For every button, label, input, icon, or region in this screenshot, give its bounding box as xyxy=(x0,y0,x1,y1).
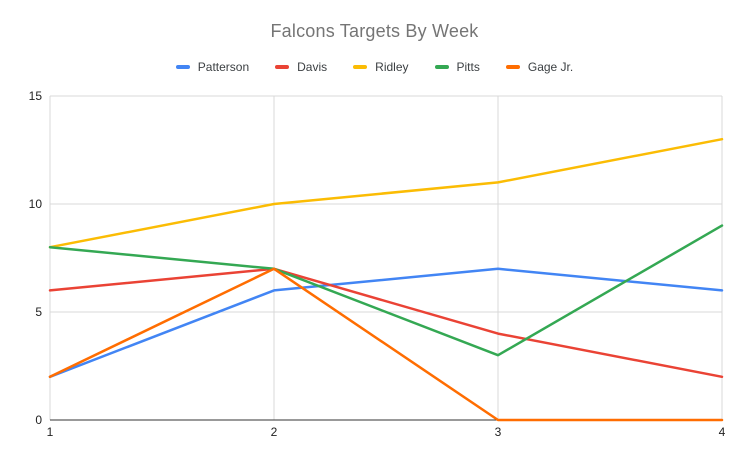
legend-swatch-patterson xyxy=(175,65,190,69)
chart-title: Falcons Targets By Week xyxy=(270,21,479,41)
legend-swatch-gage-jr xyxy=(505,65,520,69)
y-tick-label-15: 15 xyxy=(29,89,43,103)
series-line-pitts[interactable] xyxy=(48,224,724,357)
y-tick-label-10: 10 xyxy=(29,197,43,211)
legend-label: Gage Jr. xyxy=(527,60,574,74)
series-line-ridley[interactable] xyxy=(48,137,724,249)
x-tick-label-4: 4 xyxy=(719,425,726,439)
y-tick-label-5: 5 xyxy=(35,305,42,319)
y-tick-label-0: 0 xyxy=(35,413,42,427)
legend-label: Pitts xyxy=(456,60,480,74)
x-tick-label-3: 3 xyxy=(495,425,502,439)
x-tick-label-2: 2 xyxy=(271,425,278,439)
legend-item-davis[interactable]: Davis xyxy=(275,60,327,74)
legend-item-patterson[interactable]: Patterson xyxy=(175,60,250,74)
legend-label: Ridley xyxy=(375,60,409,74)
x-tick-label-1: 1 xyxy=(47,425,54,439)
chart-legend: Patterson Davis Ridley Pitts Gage Jr. xyxy=(0,60,749,74)
series-line-patterson[interactable] xyxy=(48,267,724,379)
legend-swatch-pitts xyxy=(434,65,449,69)
legend-item-ridley[interactable]: Ridley xyxy=(353,60,409,74)
legend-label: Patterson xyxy=(197,60,250,74)
legend-swatch-davis xyxy=(275,65,290,69)
legend-item-pitts[interactable]: Pitts xyxy=(434,60,480,74)
legend-swatch-ridley xyxy=(353,65,368,69)
legend-item-gage-jr[interactable]: Gage Jr. xyxy=(505,60,574,74)
series-line-davis[interactable] xyxy=(48,267,724,379)
legend-label: Davis xyxy=(297,60,328,74)
series-line-gage-jr[interactable] xyxy=(48,267,724,422)
